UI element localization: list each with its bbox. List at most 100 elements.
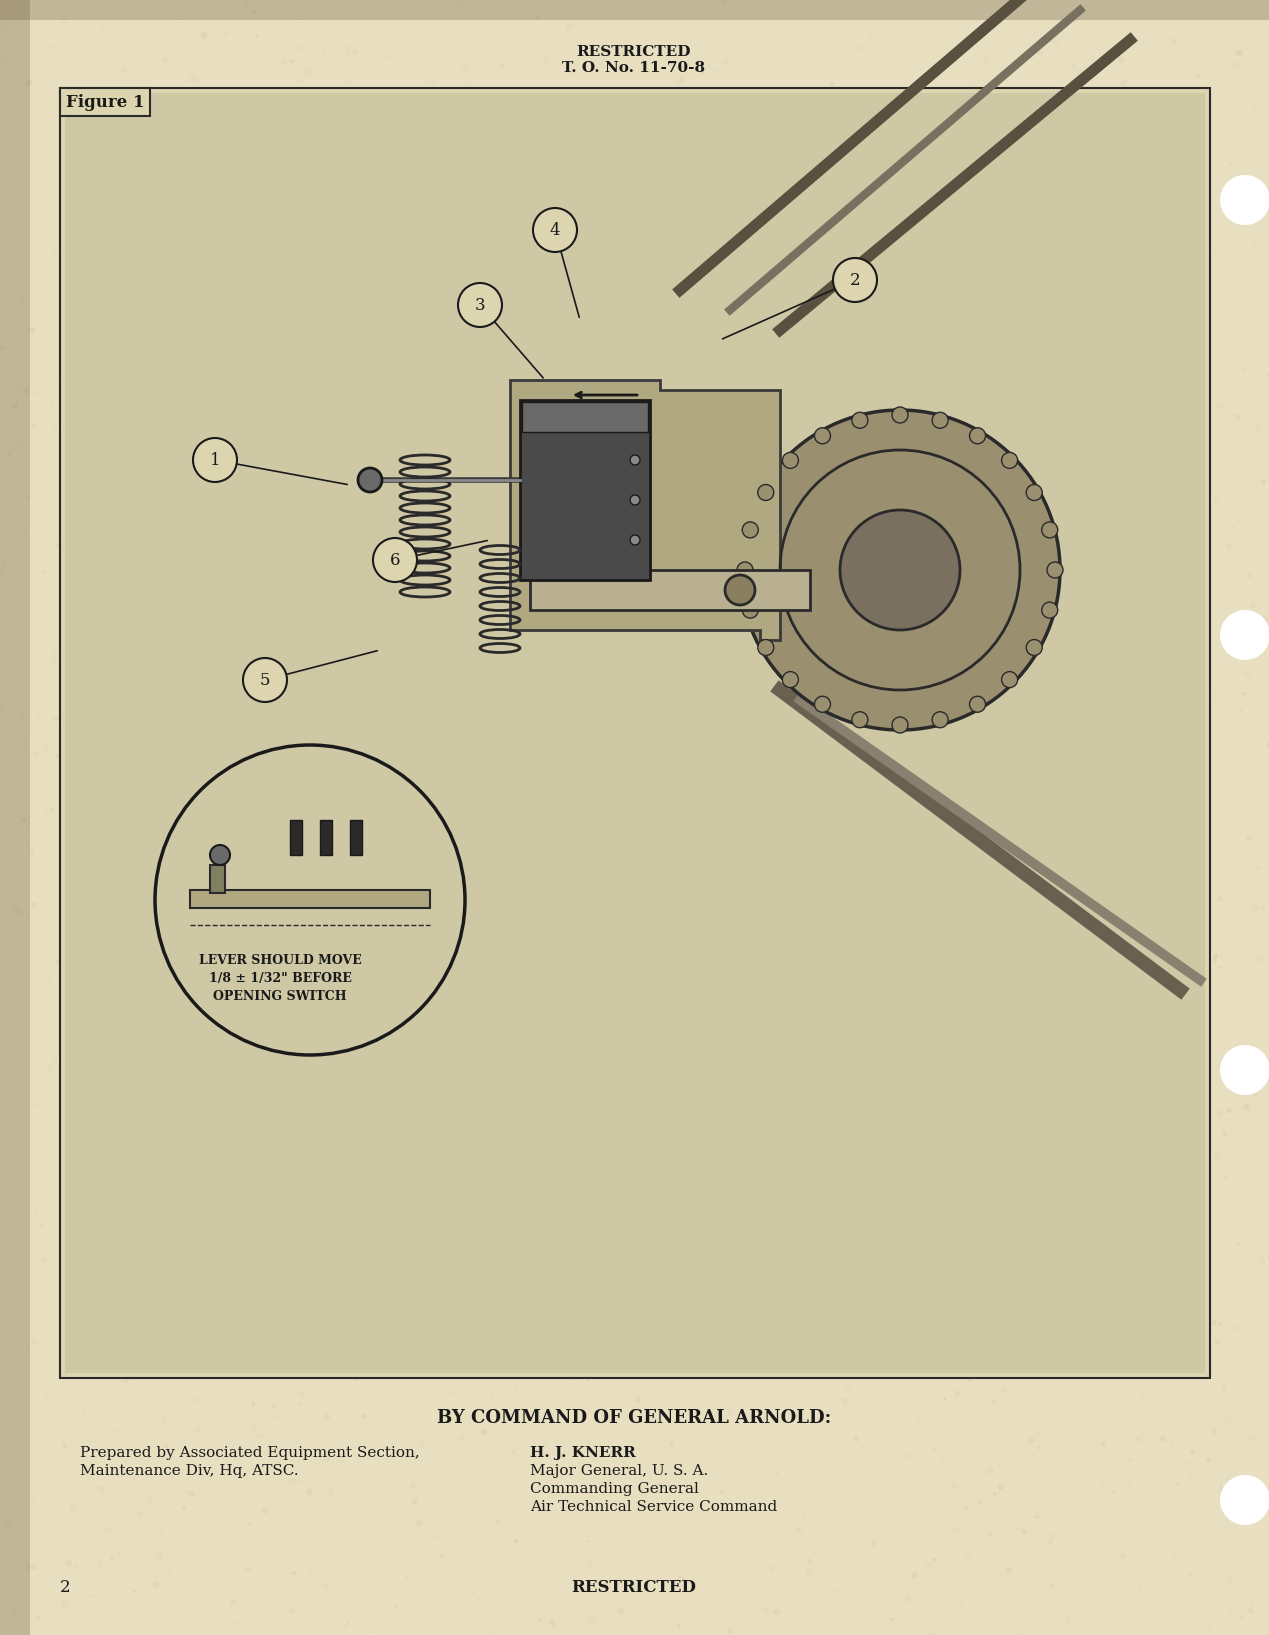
Circle shape (69, 1037, 74, 1043)
Circle shape (952, 943, 956, 947)
Circle shape (135, 1122, 140, 1128)
Circle shape (216, 626, 220, 629)
Circle shape (917, 978, 921, 981)
Circle shape (548, 1154, 553, 1159)
Text: 5: 5 (260, 672, 270, 688)
Circle shape (1233, 62, 1240, 67)
Circle shape (414, 180, 416, 181)
Circle shape (933, 1447, 937, 1450)
Circle shape (802, 835, 803, 837)
Circle shape (467, 437, 468, 438)
Circle shape (619, 1082, 622, 1086)
Circle shape (1001, 672, 1018, 688)
Circle shape (293, 1571, 296, 1575)
Circle shape (555, 1198, 560, 1203)
Circle shape (278, 826, 283, 831)
Circle shape (758, 863, 761, 867)
Circle shape (933, 412, 948, 428)
Bar (0, 0, 30, 1635)
Circle shape (624, 320, 629, 325)
Circle shape (66, 971, 70, 974)
Circle shape (690, 1331, 694, 1336)
Circle shape (959, 759, 963, 764)
Circle shape (477, 1174, 480, 1177)
Circle shape (1001, 1388, 1005, 1391)
Circle shape (1122, 82, 1124, 85)
Circle shape (255, 639, 259, 644)
Circle shape (1214, 1153, 1220, 1159)
Circle shape (896, 1354, 901, 1360)
Circle shape (851, 412, 868, 428)
Circle shape (999, 1485, 1004, 1489)
Circle shape (283, 1293, 289, 1300)
Circle shape (209, 845, 230, 865)
Circle shape (201, 33, 207, 38)
Circle shape (892, 407, 909, 423)
Circle shape (549, 298, 553, 301)
Circle shape (741, 252, 744, 255)
Circle shape (483, 425, 487, 428)
Circle shape (499, 919, 501, 921)
Circle shape (773, 1267, 777, 1272)
Circle shape (508, 1179, 513, 1184)
Circle shape (1266, 742, 1269, 746)
Circle shape (572, 891, 579, 896)
Circle shape (1131, 214, 1136, 221)
Circle shape (240, 742, 244, 747)
Circle shape (246, 1184, 247, 1185)
Circle shape (176, 683, 180, 687)
Circle shape (679, 1627, 680, 1628)
Circle shape (844, 603, 850, 608)
Circle shape (298, 1306, 301, 1310)
Text: T. O. No. 11-70-8: T. O. No. 11-70-8 (562, 60, 706, 75)
Circle shape (758, 484, 774, 500)
Circle shape (661, 1481, 666, 1486)
Circle shape (364, 291, 368, 296)
Circle shape (1022, 276, 1025, 280)
Circle shape (457, 731, 459, 734)
Circle shape (444, 857, 447, 858)
Circle shape (1166, 613, 1167, 615)
Circle shape (1220, 610, 1269, 661)
Circle shape (851, 541, 857, 546)
Circle shape (1217, 1110, 1222, 1115)
Circle shape (964, 1506, 968, 1511)
Circle shape (367, 1149, 369, 1153)
Circle shape (1143, 1434, 1146, 1436)
Text: RESTRICTED: RESTRICTED (571, 1578, 697, 1596)
Circle shape (372, 1248, 377, 1252)
Circle shape (892, 718, 909, 732)
Circle shape (742, 522, 759, 538)
Circle shape (107, 1365, 109, 1368)
Circle shape (222, 1081, 225, 1084)
Circle shape (722, 1035, 725, 1038)
Circle shape (789, 997, 792, 999)
Circle shape (523, 468, 528, 471)
Circle shape (114, 249, 117, 252)
Circle shape (610, 1256, 614, 1259)
Circle shape (416, 402, 419, 405)
Bar (65, 93, 1206, 1373)
Circle shape (615, 801, 619, 804)
Circle shape (543, 1140, 546, 1143)
Text: Figure 1: Figure 1 (66, 93, 145, 111)
Circle shape (994, 1493, 996, 1496)
Circle shape (783, 453, 798, 468)
Circle shape (1027, 484, 1042, 500)
Circle shape (123, 1377, 128, 1382)
Circle shape (1156, 582, 1161, 589)
Circle shape (518, 782, 523, 786)
Circle shape (815, 697, 830, 713)
Circle shape (1220, 1323, 1221, 1324)
Circle shape (1090, 618, 1091, 620)
Text: 1/8 ± 1/32" BEFORE: 1/8 ± 1/32" BEFORE (208, 971, 352, 984)
Circle shape (555, 347, 561, 353)
Circle shape (223, 1185, 228, 1190)
Circle shape (274, 840, 280, 847)
Circle shape (588, 358, 593, 361)
FancyBboxPatch shape (530, 571, 810, 610)
Circle shape (419, 1364, 423, 1367)
Circle shape (997, 623, 1003, 628)
Circle shape (310, 1573, 312, 1576)
Circle shape (1178, 1483, 1179, 1485)
